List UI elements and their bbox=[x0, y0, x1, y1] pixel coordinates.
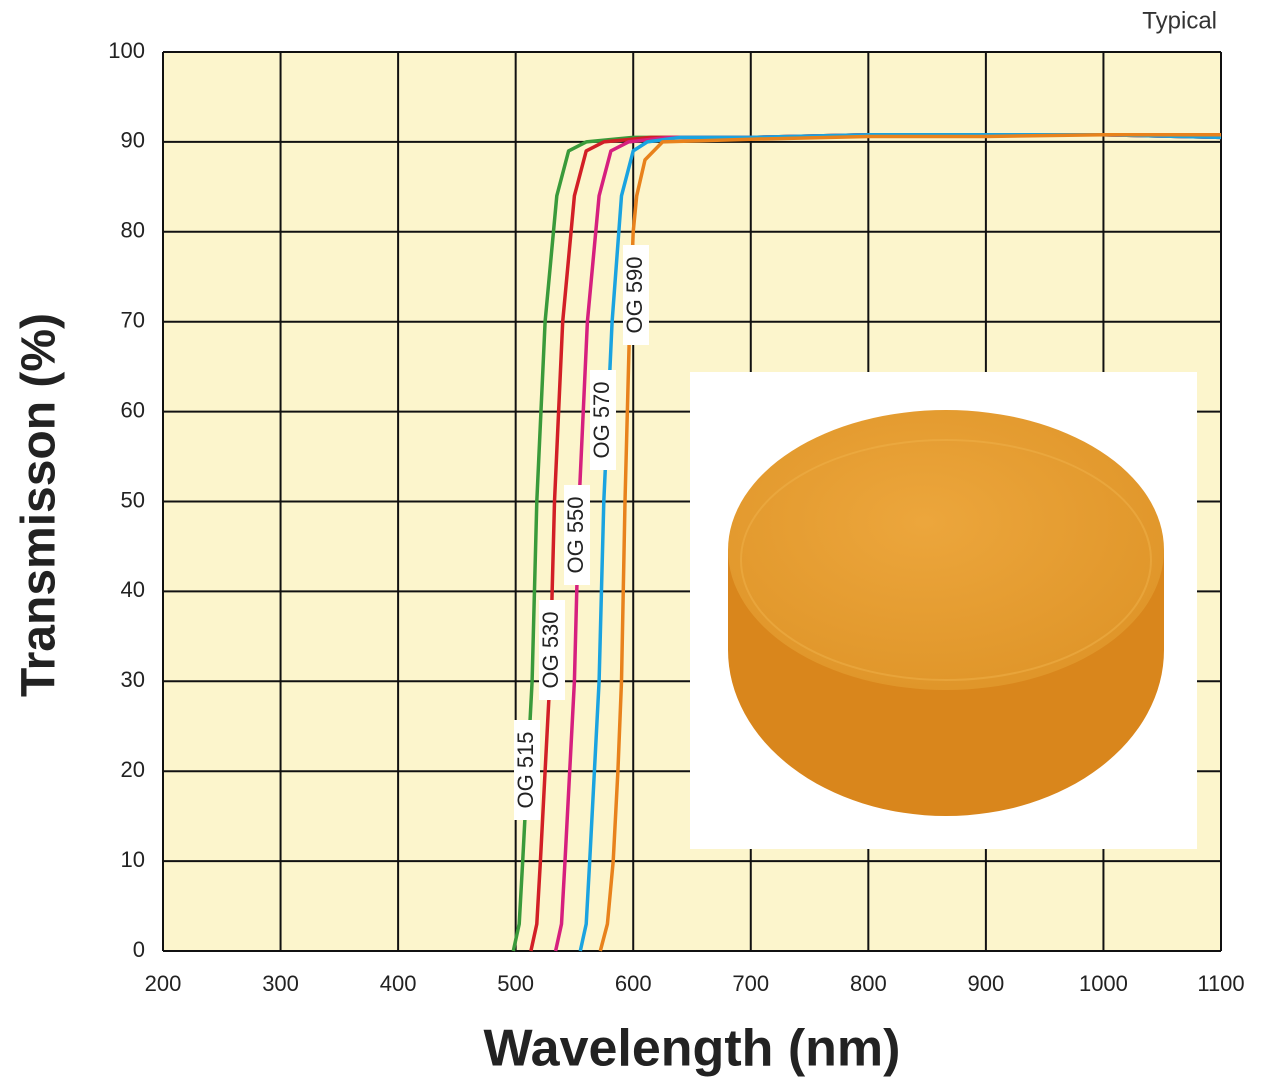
y-tick-label: 20 bbox=[121, 757, 145, 782]
y-tick-label: 90 bbox=[121, 128, 145, 153]
y-tick-label: 60 bbox=[121, 397, 145, 422]
series-line bbox=[578, 132, 1222, 952]
x-tick-label: 800 bbox=[850, 971, 887, 996]
series-line bbox=[598, 132, 1221, 952]
series-label-bg bbox=[564, 485, 590, 585]
y-tick-label: 100 bbox=[108, 38, 145, 63]
series-label: OG 570 bbox=[589, 381, 614, 458]
y-tick-label: 40 bbox=[121, 577, 145, 602]
series-label: OG 590 bbox=[622, 256, 647, 333]
series-label: OG 515 bbox=[513, 731, 538, 808]
series-label-bg bbox=[590, 370, 616, 470]
x-tick-label: 500 bbox=[497, 971, 534, 996]
x-tick-label: 1100 bbox=[1197, 971, 1244, 996]
series-label-bg bbox=[623, 245, 649, 345]
x-tick-label: 700 bbox=[732, 971, 769, 996]
y-tick-label: 10 bbox=[121, 847, 145, 872]
x-tick-label: 600 bbox=[615, 971, 652, 996]
series-label-bg bbox=[539, 600, 565, 700]
x-tick-label: 900 bbox=[968, 971, 1005, 996]
y-tick-label: 80 bbox=[121, 218, 145, 243]
x-tick-label: 200 bbox=[145, 971, 182, 996]
y-axis-title: Transmisson (%) bbox=[13, 313, 66, 697]
y-tick-label: 70 bbox=[121, 308, 145, 333]
series-label-bg bbox=[514, 720, 540, 820]
x-axis-title: Wavelength (nm) bbox=[484, 1020, 901, 1078]
y-tick-label: 0 bbox=[133, 937, 145, 962]
x-tick-label: 300 bbox=[262, 971, 299, 996]
y-tick-label: 30 bbox=[121, 667, 145, 692]
product-photo bbox=[690, 372, 1197, 849]
series-label: OG 550 bbox=[563, 496, 588, 573]
x-tick-label: 400 bbox=[380, 971, 417, 996]
x-tick-label: 1000 bbox=[1079, 971, 1128, 996]
y-tick-label: 50 bbox=[121, 487, 145, 512]
series-label: OG 530 bbox=[538, 611, 563, 688]
note: Typical bbox=[1142, 7, 1217, 34]
